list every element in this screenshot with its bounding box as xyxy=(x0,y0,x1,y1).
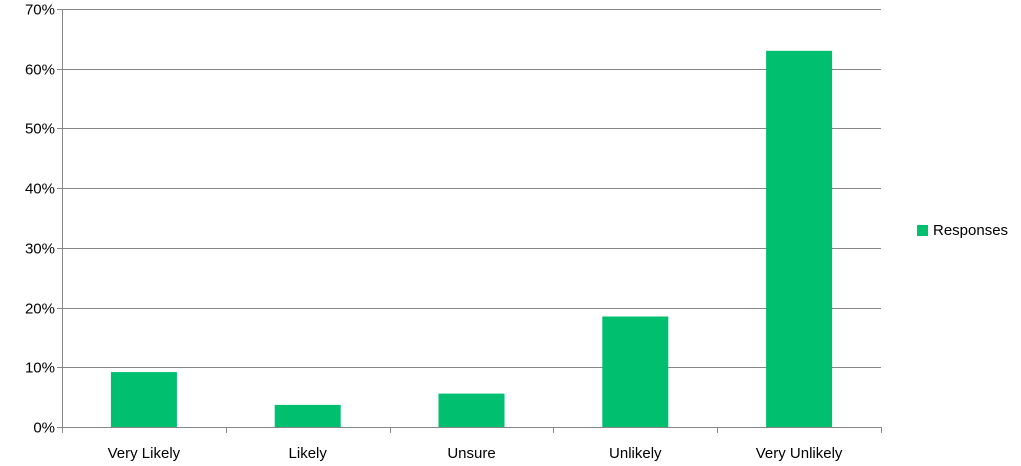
legend-label: Responses xyxy=(933,222,1009,239)
y-tick-label: 20% xyxy=(25,301,55,318)
bar-very-likely xyxy=(110,372,177,427)
axes xyxy=(57,9,882,433)
x-tick-label: Unsure xyxy=(447,445,495,462)
legend: Responses xyxy=(917,222,1008,239)
bar-very-unlikely xyxy=(766,50,833,428)
x-tick-labels: Very Likely Likely Unsure Unlikely Very Unli… xyxy=(108,445,843,462)
bar-likely xyxy=(274,404,341,427)
legend-swatch xyxy=(917,225,928,236)
bars xyxy=(110,50,833,428)
gridlines xyxy=(62,9,881,368)
x-tick-label: Unlikely xyxy=(609,445,662,462)
bar-unlikely xyxy=(602,316,669,427)
x-tick-label: Likely xyxy=(289,445,328,462)
y-tick-labels: 0% 10% 20% 30% 40% 50% 60% 70% xyxy=(25,2,55,437)
y-tick-label: 10% xyxy=(25,360,55,377)
x-tick-label: Very Likely xyxy=(108,445,181,462)
y-tick-label: 30% xyxy=(25,241,55,258)
y-tick-label: 0% xyxy=(33,420,55,437)
bar-unsure xyxy=(438,393,505,427)
y-tick-label: 50% xyxy=(25,121,55,138)
y-tick-label: 70% xyxy=(25,2,55,19)
x-tick-label: Very Unlikely xyxy=(756,445,843,462)
y-tick-label: 40% xyxy=(25,181,55,198)
y-tick-label: 60% xyxy=(25,62,55,79)
